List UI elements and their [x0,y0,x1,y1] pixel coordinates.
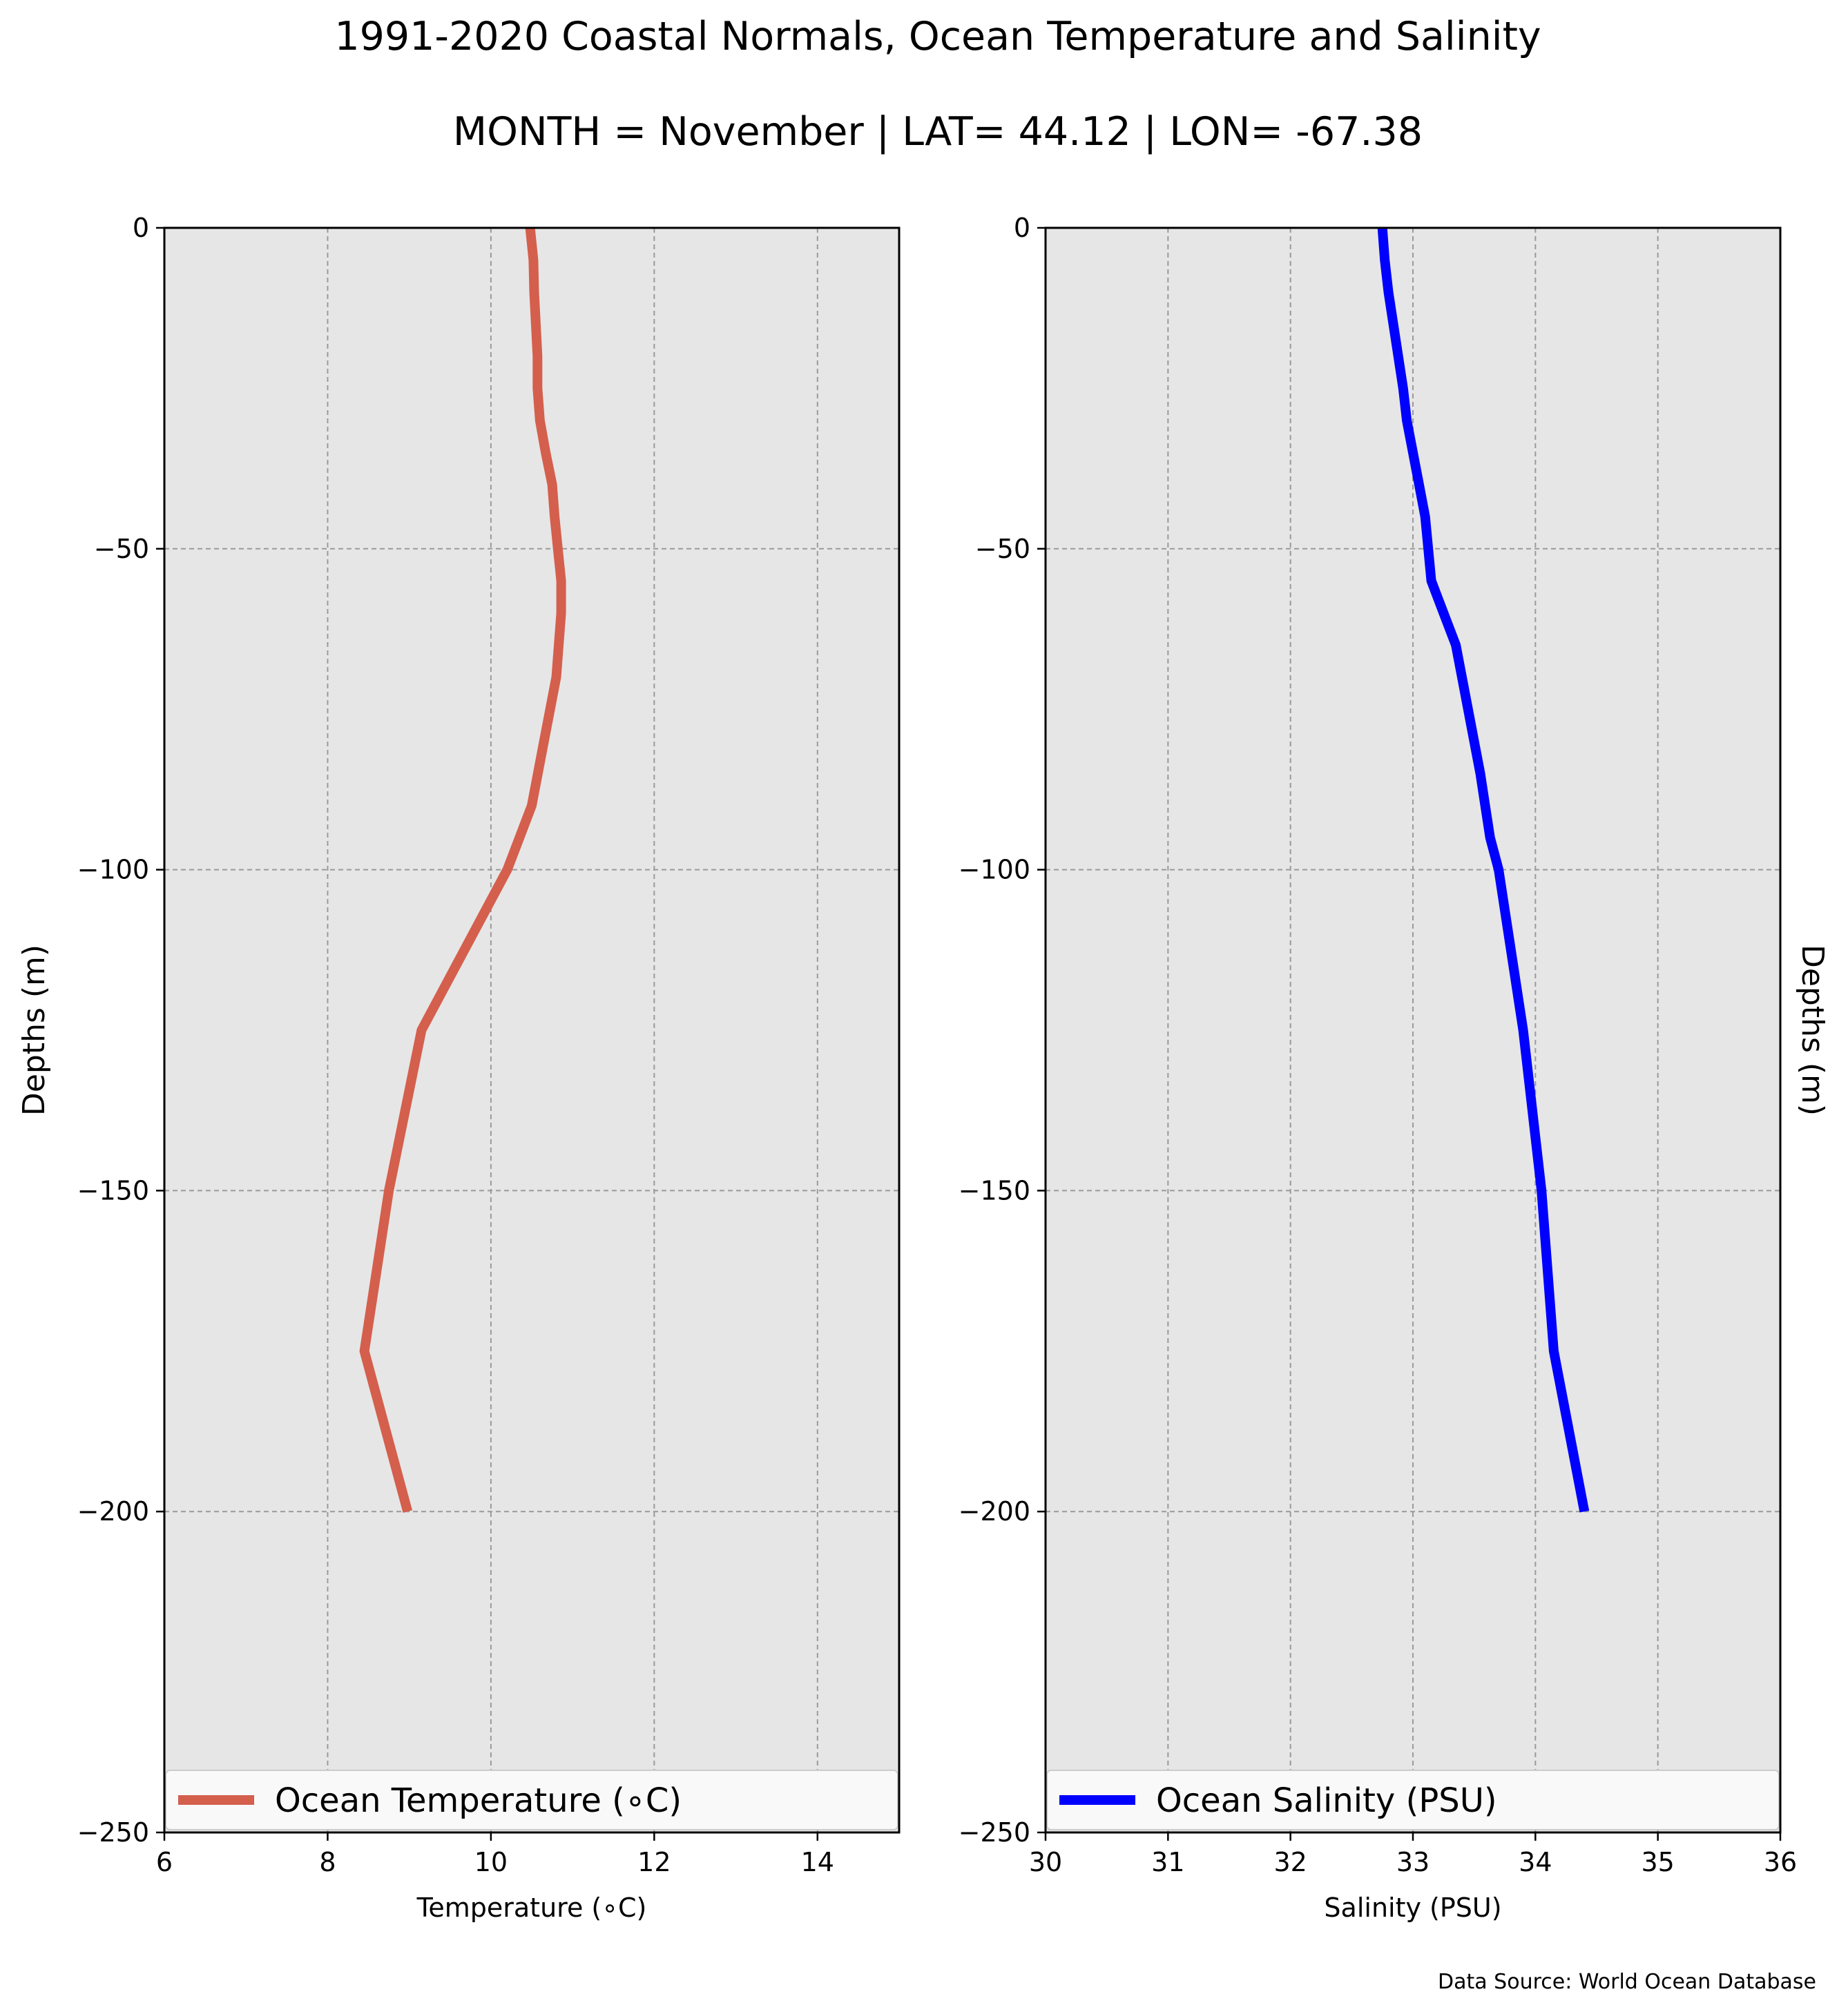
temperature-axes-frame [163,226,901,1834]
salinity-x-tick-label: 35 [1641,1847,1674,1877]
temperature-x-tick-label: 14 [801,1847,834,1877]
temperature-x-tick-label: 10 [474,1847,508,1877]
salinity-x-axis-label: Salinity (PSU) [1324,1893,1501,1923]
salinity-x-tick-label: 36 [1764,1847,1797,1877]
temperature-plot-area [164,228,899,1832]
salinity-legend-label: Ocean Salinity (PSU) [1156,1781,1497,1820]
temperature-x-tick-label: 8 [319,1847,336,1877]
temperature-legend-label: Ocean Temperature (∘C) [275,1781,682,1820]
salinity-x-tick-label: 30 [1029,1847,1062,1877]
salinity-x-tick-label: 34 [1519,1847,1552,1877]
temperature-legend [165,1770,898,1830]
salinity-series-line [1377,227,1590,1513]
figure-title: 1991-2020 Coastal Normals, Ocean Tempera… [334,14,1541,59]
temperature-y-tick-label: −150 [77,1175,149,1206]
temperature-y-axis-label: Depths (m) [17,945,52,1116]
temperature-x-tick-label: 12 [637,1847,671,1877]
salinity-x-tick-label: 32 [1273,1847,1307,1877]
salinity-x-tick-label: 33 [1396,1847,1430,1877]
salinity-x-tick-label: 31 [1151,1847,1184,1877]
salinity-y-tick-label: −150 [959,1175,1030,1206]
temperature-y-tick-label: −250 [77,1817,149,1848]
salinity-legend [1046,1770,1780,1830]
figure-subtitle: MONTH = November | LAT= 44.12 | LON= -67… [453,109,1423,155]
temperature-panel: Ocean Temperature (∘C) 6 8 10 12 14 0 −50 −100 −1… [17,213,901,1923]
salinity-y-tick-label: −250 [959,1817,1030,1848]
temperature-y-tick-label: −100 [77,855,149,885]
salinity-y-tick-label: −50 [975,534,1030,564]
temperature-y-tick-label: −200 [77,1496,149,1527]
salinity-y-axis-label: Depths (m) [1795,945,1830,1116]
temperature-x-axis-label: Temperature (∘C) [416,1893,647,1923]
temperature-y-tick-label: 0 [133,213,149,243]
salinity-y-tick-label: −100 [959,855,1030,885]
temperature-y-tick-label: −50 [94,534,149,564]
temperature-x-tick-label: 6 [156,1847,173,1877]
data-source-note: Data Source: World Ocean Database [1438,1970,1816,1994]
salinity-y-tick-label: −200 [959,1496,1030,1527]
temperature-series-line [359,227,566,1513]
salinity-y-tick-label: 0 [1014,213,1030,243]
salinity-panel: Ocean Salinity (PSU) 30 31 32 33 34 35 36 0 −50 −1… [959,213,1830,1923]
